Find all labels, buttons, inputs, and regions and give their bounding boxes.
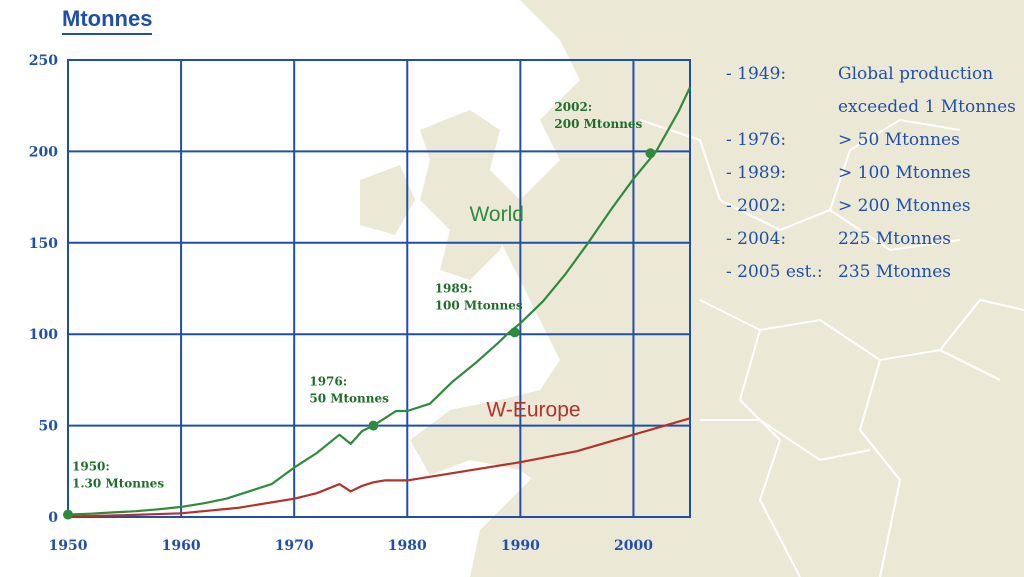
fact-date: - 2002: [726,196,787,216]
y-tick-label: 200 [29,144,58,160]
y-tick-label: 0 [48,510,58,526]
x-tick-label: 1990 [501,538,540,554]
y-tick-label: 150 [29,236,58,252]
fact-date: - 2004: [726,229,787,249]
world-series-line [67,86,691,516]
x-tick-label: 1970 [275,538,314,554]
fact-text: > 100 Mtonnes [838,163,971,183]
milestone-label: 1950: [72,460,110,474]
y-tick-label: 100 [29,327,58,343]
x-tick-label: 1960 [162,538,201,554]
chart-annotations: 1950: 1.30 Mtonnes 1976: 50 Mtonnes 1989: 100… [63,100,656,520]
map-borders [639,118,1024,577]
fact-row: - 1949: Global production [726,58,1022,91]
milestone-label: 200 Mtonnes [554,117,642,131]
fact-date [726,91,838,124]
milestone-label: 100 Mtonnes [435,298,523,312]
x-tick-label: 1980 [388,538,427,554]
chart-series: World W-Europe [67,86,691,518]
unit-label: Mtonnes [62,6,153,35]
fact-date: - 1976: [726,130,787,150]
fact-date: - 2005 est.: [726,262,823,282]
y-tick-label: 250 [29,53,58,69]
milestone-label: 50 Mtonnes [309,392,389,406]
fact-text: > 50 Mtonnes [838,130,960,150]
milestone-marker [63,509,73,520]
world-series-label: World [469,203,523,226]
fact-text: 225 Mtonnes [838,229,952,249]
y-axis-ticks: 0 50 100 150 200 250 [29,53,58,526]
map-land-shape [470,470,690,577]
milestone-label: 1.30 Mtonnes [72,477,164,491]
fact-date: - 1949: [726,64,787,84]
map-land-shape [420,110,520,280]
milestone-label: 2002: [554,100,592,114]
fact-row: - 1989: > 100 Mtonnes [726,157,1022,190]
fact-text: exceeded 1 Mtonnes [838,97,1016,117]
milestone-label: 1976: [309,375,347,389]
y-tick-label: 50 [39,419,59,435]
europe-series-line [67,417,691,518]
milestone-label: 1989: [435,281,473,295]
chart-grid [67,59,691,518]
milestone-marker [368,420,379,431]
facts-list: - 1949: Global production exceeded 1 Mto… [726,58,1022,289]
europe-series-label: W-Europe [486,398,580,421]
fact-date: - 1989: [726,163,787,183]
fact-row: - 1976: > 50 Mtonnes [726,124,1022,157]
milestone-marker [645,148,656,159]
x-axis-ticks: 1950 1960 1970 1980 1990 2000 [49,538,654,554]
map-land-shape [410,0,1024,577]
fact-row: - 2002: > 200 Mtonnes [726,190,1022,223]
x-tick-label: 2000 [614,538,653,554]
x-tick-label: 1950 [49,538,88,554]
fact-row: - 2004: 225 Mtonnes [726,223,1022,256]
fact-text: > 200 Mtonnes [838,196,971,216]
milestone-marker [509,327,520,338]
fact-row: exceeded 1 Mtonnes [726,91,1022,124]
fact-text: 235 Mtonnes [838,262,952,282]
fact-row: - 2005 est.: 235 Mtonnes [726,256,1022,289]
fact-text: Global production [838,64,994,84]
map-land-shape [360,165,415,235]
